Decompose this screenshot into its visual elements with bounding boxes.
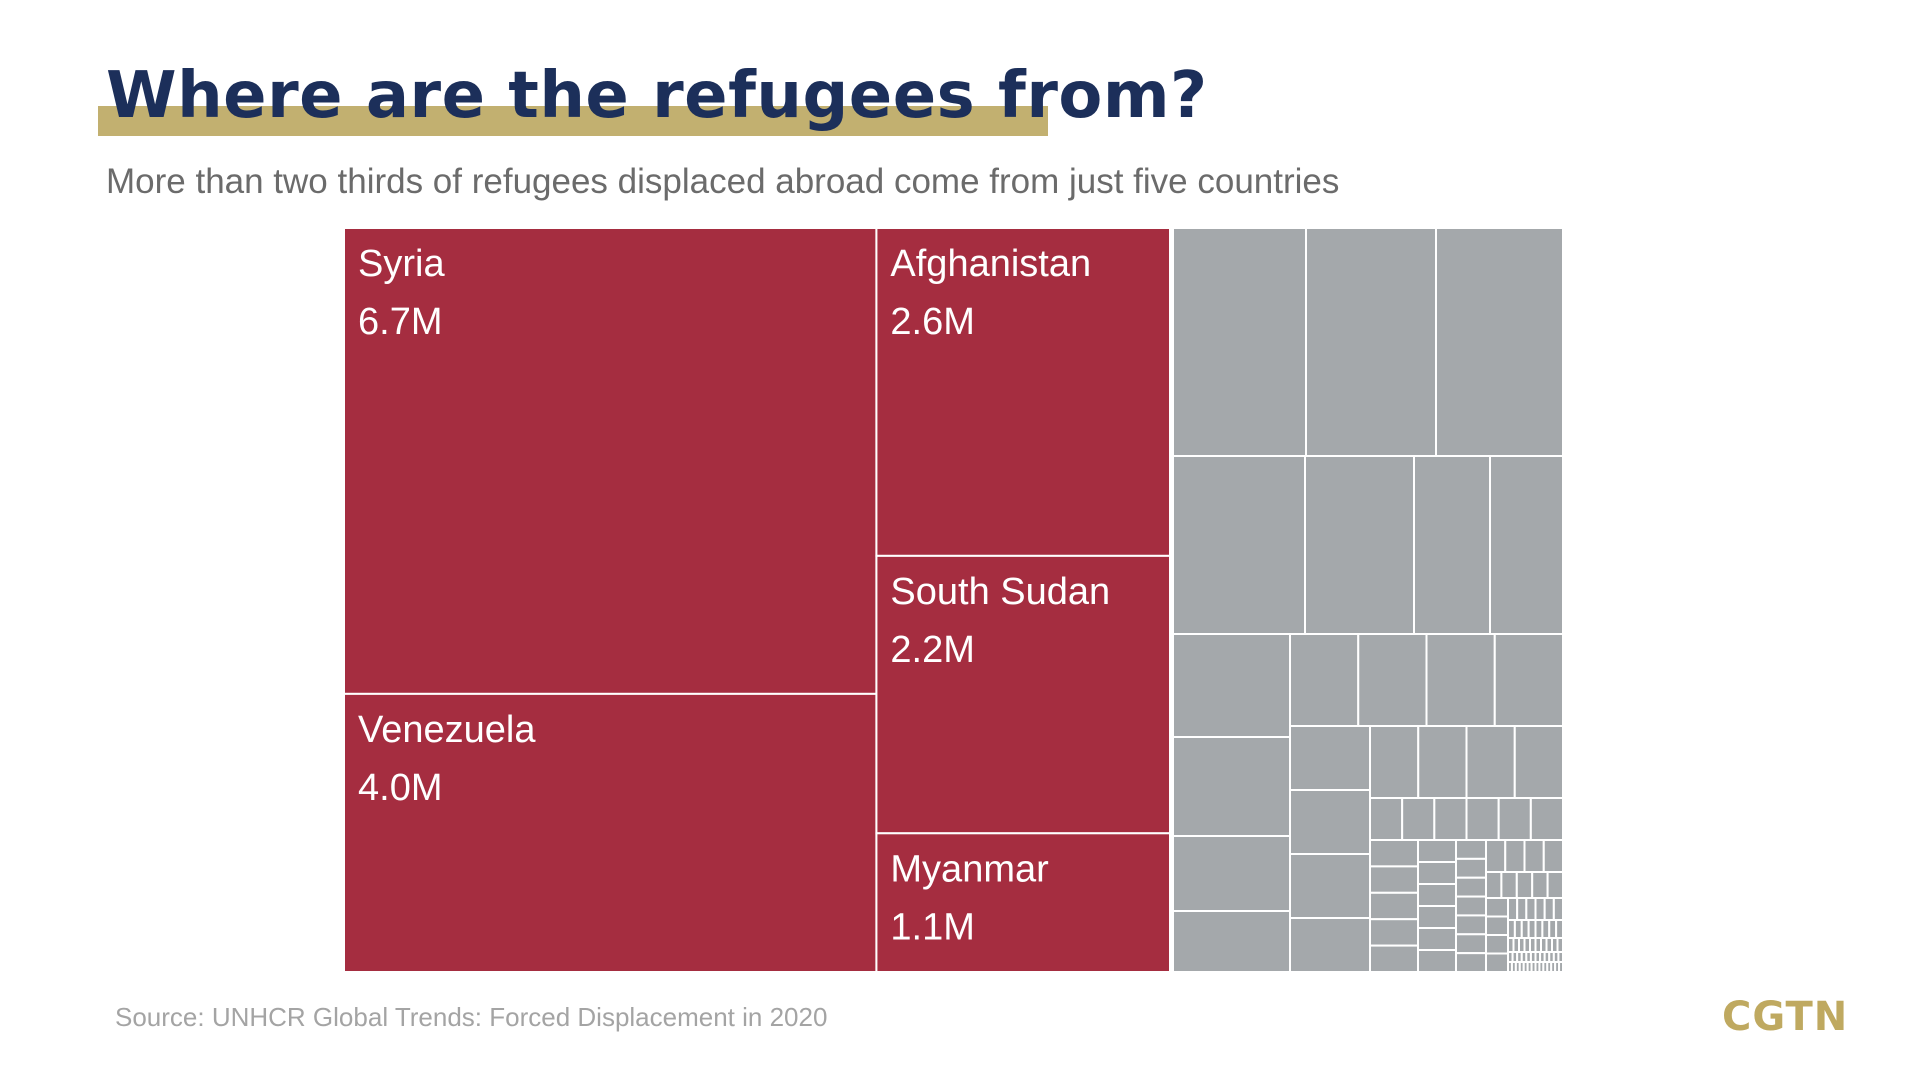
tile-other-country xyxy=(1555,919,1564,939)
tile-other-country xyxy=(1289,853,1371,919)
chart-subtitle: More than two thirds of refugees displac… xyxy=(106,162,1340,201)
tile-other-country xyxy=(1413,455,1491,635)
tile-other-country xyxy=(1455,857,1487,879)
tile-other-country xyxy=(1417,883,1457,907)
tile-other-country xyxy=(1425,633,1496,727)
tile-other-country xyxy=(1485,897,1509,918)
tile-other-country xyxy=(1497,797,1532,841)
tile-syria xyxy=(343,227,878,695)
tile-other-country xyxy=(1534,919,1544,939)
tile-other-country xyxy=(1417,861,1457,885)
tile-label-venezuela: Venezuela xyxy=(358,709,536,751)
tile-other-country xyxy=(1369,891,1419,921)
tile-other-country xyxy=(1455,933,1487,955)
tile-other-country xyxy=(1369,918,1419,947)
tile-value-south-sudan: 2.2M xyxy=(890,629,974,671)
tile-other-country xyxy=(1546,871,1564,899)
tile-other-country xyxy=(1172,835,1291,912)
tile-other-country xyxy=(1369,839,1419,868)
tile-other-country xyxy=(1485,839,1507,873)
tile-myanmar xyxy=(875,832,1171,974)
tile-other-country xyxy=(1500,871,1518,899)
tile-other-country xyxy=(1529,797,1565,841)
tile-other-country xyxy=(1417,927,1457,951)
tile-label-syria: Syria xyxy=(358,243,445,285)
tile-other-country xyxy=(1525,897,1537,921)
tile-other-country xyxy=(1289,789,1371,855)
tile-other-country xyxy=(1401,797,1436,841)
tile-other-country xyxy=(1513,725,1564,799)
tile-other-country xyxy=(1172,736,1291,837)
tile-other-country xyxy=(1527,919,1537,939)
tile-other-country xyxy=(1433,797,1468,841)
tile-other-country xyxy=(1515,871,1534,899)
tile-other-country xyxy=(1493,633,1564,727)
chart-title: Where are the refugees from? xyxy=(106,59,1208,133)
tile-other-country xyxy=(1417,725,1468,799)
tile-other-country xyxy=(1516,897,1528,921)
tile-other-country xyxy=(1455,952,1487,974)
tile-other-country xyxy=(1172,455,1306,635)
tile-other-country xyxy=(1485,871,1503,899)
tile-other-country xyxy=(1557,951,1564,963)
title-block: Where are the refugees from? xyxy=(98,58,1208,148)
tile-other-country xyxy=(1369,865,1419,894)
tile-other-country xyxy=(1513,919,1523,939)
tile-other-country xyxy=(1289,725,1371,791)
tile-value-afghanistan: 2.6M xyxy=(890,301,974,343)
tile-other-country xyxy=(1485,915,1509,936)
tile-other-country xyxy=(1369,725,1420,799)
tile-other-country xyxy=(1289,917,1371,973)
tile-other-country xyxy=(1369,797,1404,841)
tile-other-country xyxy=(1520,919,1530,939)
tile-label-south-sudan: South Sudan xyxy=(890,571,1110,613)
tile-other-country xyxy=(1531,871,1549,899)
tile-other-country xyxy=(1369,944,1419,973)
tile-other-country xyxy=(1455,895,1487,917)
tile-other-country xyxy=(1542,839,1564,873)
tile-other-country xyxy=(1305,227,1437,457)
tile-other-country xyxy=(1534,897,1546,921)
tile-label-myanmar: Myanmar xyxy=(890,848,1049,890)
tile-other-country xyxy=(1417,949,1457,973)
tile-other-country xyxy=(1489,455,1564,635)
tile-value-venezuela: 4.0M xyxy=(358,767,442,809)
tile-other-country xyxy=(1435,227,1564,457)
tile-other-country xyxy=(1485,934,1509,955)
tile-other-country xyxy=(1417,839,1457,863)
tile-other-country xyxy=(1172,633,1291,738)
tile-other-country xyxy=(1507,897,1519,921)
source-note: Source: UNHCR Global Trends: Forced Disp… xyxy=(115,1002,828,1032)
tile-other-country xyxy=(1485,952,1509,973)
tile-other-country xyxy=(1552,897,1565,921)
title-underline-bar xyxy=(98,106,1048,136)
tile-other-country xyxy=(1172,227,1307,457)
tile-label-afghanistan: Afghanistan xyxy=(890,243,1091,285)
tile-other-country xyxy=(1304,455,1415,635)
tile-other-country xyxy=(1455,876,1487,898)
tile-other-country xyxy=(1289,633,1360,727)
tile-other-country xyxy=(1543,897,1555,921)
tile-other-country xyxy=(1504,839,1526,873)
tile-other-country xyxy=(1541,919,1551,939)
tile-other-country xyxy=(1455,839,1487,860)
tile-other-country xyxy=(1558,961,1564,973)
tile-other-country xyxy=(1548,919,1558,939)
group-separator xyxy=(1170,227,1173,973)
tile-other-country xyxy=(1465,797,1500,841)
tile-other-country xyxy=(1465,725,1516,799)
tile-value-syria: 6.7M xyxy=(358,301,442,343)
tile-other-country xyxy=(1523,839,1545,873)
tile-other-country xyxy=(1417,905,1457,929)
tile-value-myanmar: 1.1M xyxy=(890,906,974,948)
tile-other-country xyxy=(1455,914,1487,936)
cgtn-logo: CGTN xyxy=(1722,994,1849,1040)
tile-other-country xyxy=(1357,633,1428,727)
tile-other-country xyxy=(1172,910,1291,973)
tile-other-country xyxy=(1507,919,1516,939)
tile-other-country xyxy=(1556,937,1564,953)
